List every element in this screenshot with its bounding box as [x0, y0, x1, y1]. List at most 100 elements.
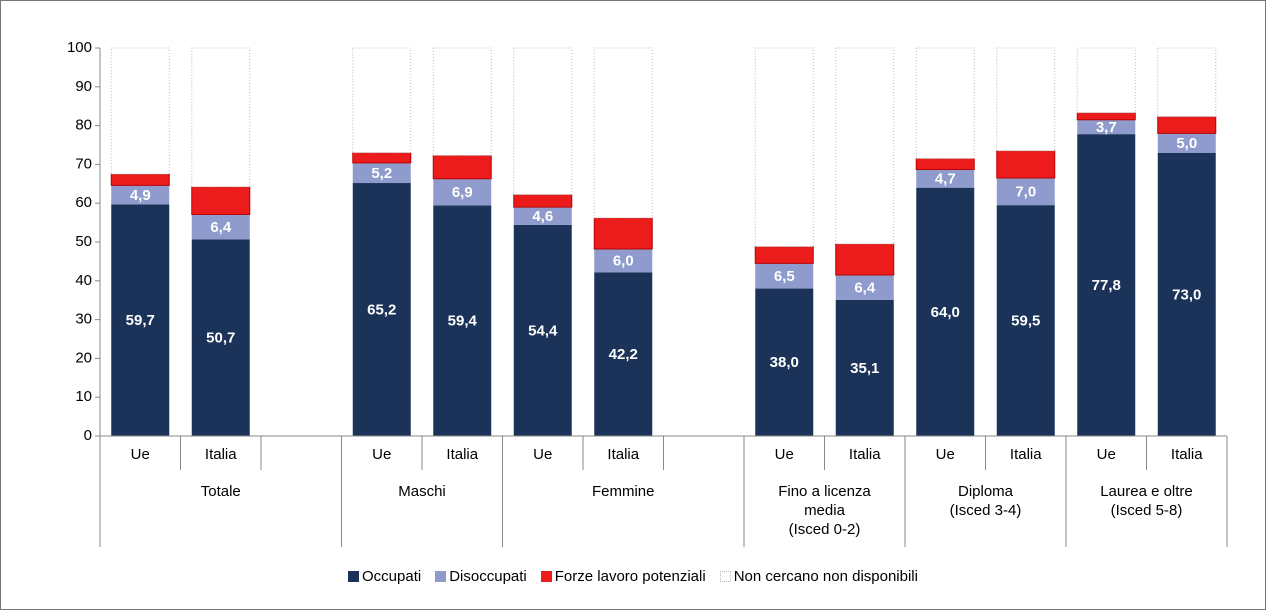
bar-segment [996, 177, 1055, 206]
bar-segment [835, 47, 895, 245]
data-label: 35,1 [850, 360, 879, 377]
bar-segment [352, 47, 412, 154]
x-tick-label: Ue [1097, 446, 1116, 463]
bar-segment [1157, 133, 1216, 153]
bar-segment [835, 299, 894, 436]
data-label: 3,7 [1096, 119, 1117, 136]
bar-segment [593, 217, 653, 250]
bar-segment [513, 207, 572, 225]
legend-item: Disoccupati [435, 568, 527, 585]
data-label: 42,2 [609, 346, 638, 363]
group-label: Laurea e oltre (Isced 5-8) [1100, 483, 1193, 519]
x-tick-label: Ue [936, 446, 955, 463]
bar-segment [352, 162, 411, 184]
bar-segment [916, 169, 975, 188]
legend-label: Forze lavoro potenziali [554, 568, 706, 585]
x-tick-label: Ue [372, 446, 391, 463]
bar-segment [1077, 134, 1136, 437]
bar-segment [191, 186, 251, 215]
y-tick-label: 10 [75, 388, 92, 405]
bar-segment [1076, 112, 1136, 121]
y-tick-label: 0 [84, 427, 92, 444]
data-label: 6,4 [854, 279, 876, 296]
group-label: Maschi [398, 483, 446, 500]
group-label: Fino a licenza media (Isced 0-2) [778, 483, 871, 538]
legend-label: Non cercano non disponibili [733, 568, 918, 585]
bar-segment [835, 243, 895, 276]
bar-segment [513, 194, 573, 208]
x-tick-label: Italia [446, 446, 478, 463]
bar-segment [352, 152, 412, 164]
x-tick-label: Italia [849, 446, 881, 463]
bar-segment [754, 246, 814, 264]
legend-swatch [348, 571, 360, 582]
y-tick-label: 50 [75, 233, 92, 250]
y-tick-label: 70 [75, 155, 92, 172]
bar-segment [433, 178, 492, 206]
data-label: 73,0 [1172, 286, 1201, 303]
data-label: 77,8 [1092, 277, 1121, 294]
bar-segment [191, 239, 250, 436]
bar-segment [432, 154, 492, 180]
data-label: 59,4 [448, 313, 478, 330]
bar-segment [110, 47, 170, 175]
bar-segment [755, 288, 814, 436]
data-label: 59,7 [126, 312, 155, 329]
bar-segment [352, 183, 411, 436]
legend-item: Non cercano non disponibili [719, 568, 918, 585]
x-tick-label: Ue [533, 446, 552, 463]
y-tick-label: 40 [75, 272, 92, 289]
y-tick-label: 20 [75, 349, 92, 366]
bar-segment [513, 47, 573, 196]
x-tick-label: Italia [607, 446, 639, 463]
bar-segment [754, 47, 814, 248]
data-label: 59,5 [1011, 313, 1040, 330]
bar-segment [110, 173, 170, 186]
legend-label: Disoccupati [449, 568, 527, 585]
bar-segment [915, 47, 975, 160]
data-label: 7,0 [1015, 184, 1036, 201]
data-label: 4,7 [935, 171, 956, 188]
data-label: 65,2 [367, 301, 396, 318]
bar-segment [191, 214, 250, 240]
data-label: 6,0 [613, 253, 634, 270]
data-label: 4,6 [532, 208, 553, 225]
data-label: 64,0 [931, 304, 960, 321]
y-tick-label: 100 [67, 39, 92, 56]
bar-segment [191, 47, 251, 188]
legend-swatch [435, 571, 447, 582]
data-label: 5,0 [1176, 135, 1197, 152]
group-label: Femmine [591, 483, 655, 500]
legend-item: Forze lavoro potenziali [540, 568, 706, 585]
x-tick-label: Ue [775, 446, 794, 463]
bar-segment [755, 263, 814, 289]
bar-segment [996, 47, 1056, 152]
x-tick-label: Italia [1171, 446, 1203, 463]
data-label: 54,4 [528, 322, 558, 339]
bar-segment [513, 224, 572, 436]
bar-segment [1157, 116, 1217, 134]
bar-segment [111, 204, 170, 436]
legend-label: Occupati [362, 568, 422, 585]
y-tick-label: 60 [75, 194, 92, 211]
data-label: 6,5 [774, 268, 795, 285]
y-tick-label: 80 [75, 117, 92, 134]
x-tick-label: Italia [1010, 446, 1042, 463]
bar-segment [835, 274, 894, 300]
bar-segment [594, 248, 653, 273]
x-tick-label: Italia [205, 446, 237, 463]
bar-segment [916, 187, 975, 436]
bar-segment [593, 47, 653, 219]
data-label: 6,9 [452, 184, 473, 201]
data-label: 6,4 [210, 219, 232, 236]
data-label: 4,9 [130, 187, 151, 204]
bar-segment [594, 272, 653, 436]
bar-segment [111, 185, 170, 205]
group-label: Diploma (Isced 3-4) [949, 483, 1022, 519]
legend-item: Occupati [348, 568, 421, 585]
x-tick-label: Ue [131, 446, 150, 463]
bar-segment [915, 158, 975, 170]
legend: Occupati Disoccupati Forze lavoro potenzia… [0, 568, 1266, 585]
